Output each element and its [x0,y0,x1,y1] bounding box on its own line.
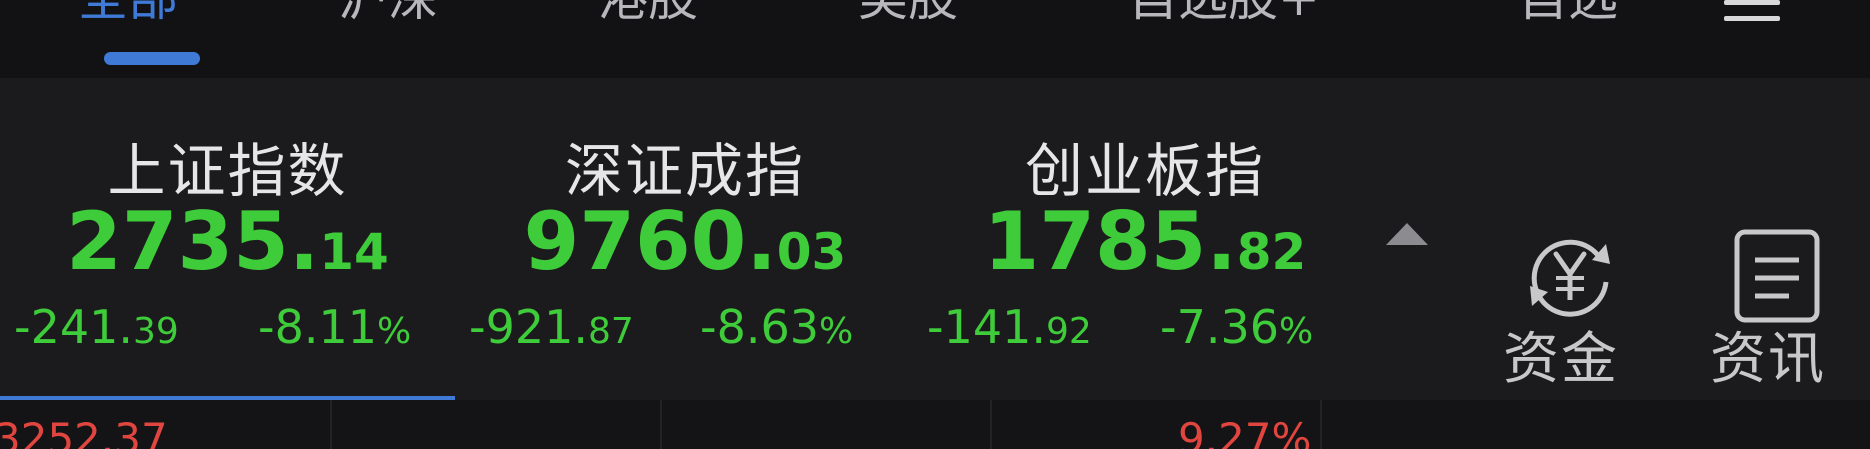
tab-watchlist-2[interactable]: 自选 [1518,0,1618,28]
tab-hong-kong[interactable]: 港股 [598,0,698,28]
row-change-percent: 9.27% [1178,414,1312,449]
index-name: 上证指数 [107,137,348,205]
active-tab-indicator [104,52,200,65]
news-label: 资讯 [1710,327,1826,392]
index-card-shanghai[interactable]: 上证指数 2735.14 -241.39 -8.11% [0,78,455,400]
tab-shanghai-shenzhen[interactable]: 沪深 [338,0,438,28]
tab-us-stocks[interactable]: 美股 [858,0,958,28]
index-name: 创业板指 [1024,137,1265,205]
column-divider [330,400,332,449]
row-price: 3252.37 [0,414,168,449]
column-divider [1320,400,1322,449]
index-name: 深证成指 [564,137,805,205]
funds-button[interactable]: 资金 [1486,152,1636,392]
index-value: 9760.03 [523,195,847,288]
menu-icon[interactable] [1724,0,1780,28]
tab-all[interactable]: 全部 [78,0,178,28]
funds-label: 资金 [1503,327,1619,392]
column-divider [660,400,662,449]
market-tab-bar: 全部 沪深 港股 美股 自选股+ 自选 [0,0,1870,78]
column-divider [990,400,992,449]
index-value: 2735.14 [66,195,389,288]
index-card-chinext[interactable]: 创业板指 1785.82 -141.92 -7.36% [915,78,1375,400]
index-value: 1785.82 [983,195,1307,288]
news-list-icon [1734,229,1820,323]
index-panel: 上证指数 2735.14 -241.39 -8.11% 深证成指 9760.03… [0,78,1870,401]
tab-watchlist[interactable]: 自选股+ [1128,0,1320,28]
collapse-arrow-icon[interactable] [1386,223,1428,245]
index-card-shenzhen[interactable]: 深证成指 9760.03 -921.87 -8.63% [455,78,915,400]
stock-list-row[interactable]: 3252.37 9.27% [0,400,1870,449]
yuan-cycle-icon [1530,239,1610,317]
news-button[interactable]: 资讯 [1693,152,1843,392]
selected-card-indicator [0,396,455,401]
